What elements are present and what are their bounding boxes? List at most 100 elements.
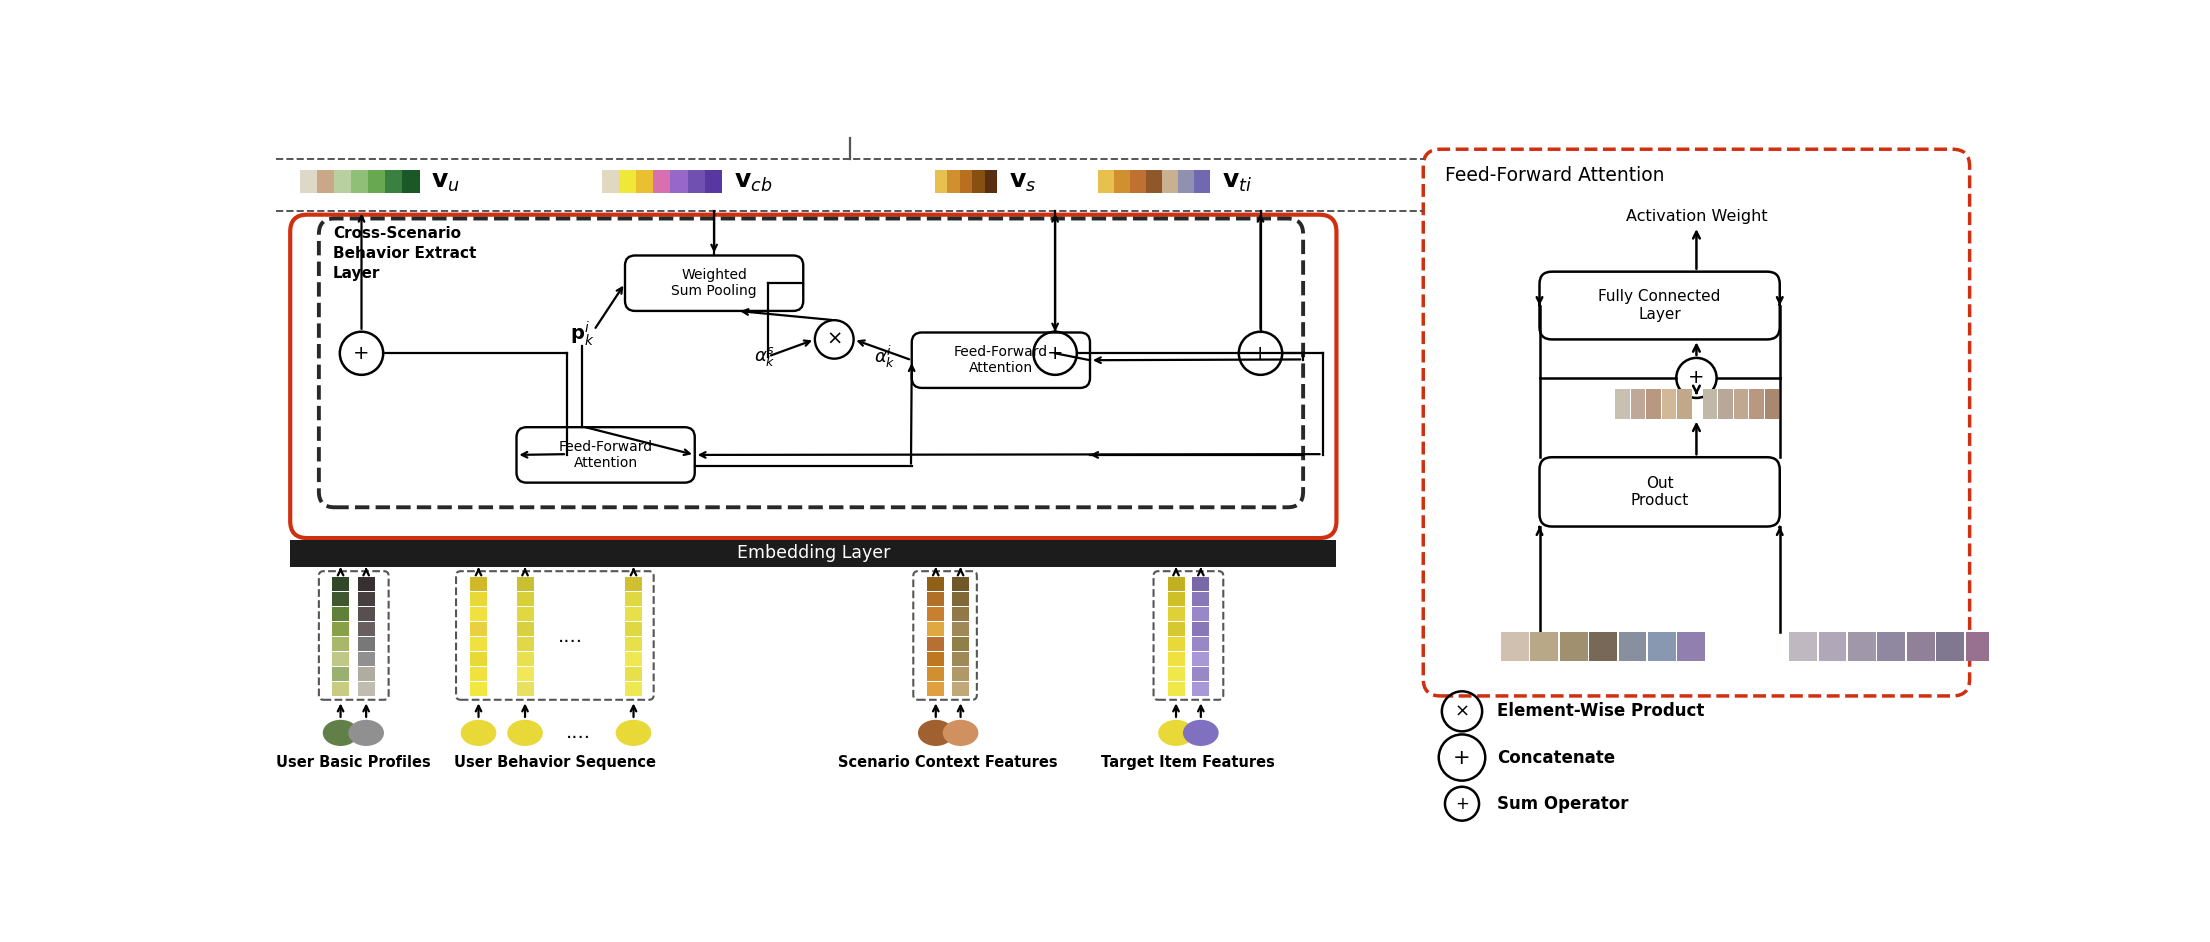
Bar — [1193, 170, 1211, 193]
Bar — [471, 577, 486, 592]
Bar — [1878, 632, 1905, 661]
Bar — [1618, 632, 1646, 661]
Bar — [471, 652, 486, 666]
Bar — [928, 577, 944, 592]
Bar — [1589, 632, 1618, 661]
Bar — [1193, 682, 1209, 696]
Bar — [1167, 682, 1185, 696]
Bar — [1819, 632, 1845, 661]
Bar — [1616, 389, 1629, 419]
Bar — [471, 637, 486, 651]
Ellipse shape — [944, 720, 979, 746]
Bar — [1649, 632, 1675, 661]
Bar — [358, 682, 376, 696]
Bar — [332, 593, 349, 607]
Bar — [471, 682, 486, 696]
Bar — [625, 608, 643, 622]
FancyBboxPatch shape — [1423, 149, 1969, 696]
FancyBboxPatch shape — [1540, 271, 1779, 339]
Bar — [471, 593, 486, 607]
Bar — [1114, 170, 1129, 193]
Bar — [670, 170, 687, 193]
FancyBboxPatch shape — [913, 333, 1090, 388]
Text: $\mathbf{p}_k^i$: $\mathbf{p}_k^i$ — [570, 319, 594, 349]
Bar — [351, 170, 369, 193]
Text: Feed-Forward
Attention: Feed-Forward Attention — [559, 440, 652, 470]
Text: $\alpha_k^i$: $\alpha_k^i$ — [873, 344, 895, 370]
Bar — [953, 652, 970, 666]
Bar — [358, 637, 376, 651]
Bar — [517, 652, 533, 666]
Text: +: + — [1688, 368, 1704, 387]
Bar — [1965, 632, 1993, 661]
Text: Weighted
Sum Pooling: Weighted Sum Pooling — [672, 268, 758, 299]
Text: +: + — [354, 344, 369, 363]
Text: ....: .... — [559, 626, 583, 646]
Bar — [332, 652, 349, 666]
Bar — [1529, 632, 1558, 661]
Text: Cross-Scenario
Behavior Extract
Layer: Cross-Scenario Behavior Extract Layer — [334, 226, 475, 281]
FancyBboxPatch shape — [290, 215, 1337, 538]
Text: Embedding Layer: Embedding Layer — [736, 544, 891, 562]
Ellipse shape — [323, 720, 358, 746]
Bar — [986, 170, 997, 193]
Bar — [1193, 667, 1209, 681]
Bar — [625, 682, 643, 696]
Bar — [1717, 389, 1733, 419]
Bar — [935, 170, 948, 193]
Bar — [1167, 637, 1185, 651]
Bar — [953, 577, 970, 592]
Bar — [953, 593, 970, 607]
Bar — [1193, 577, 1209, 592]
Bar — [358, 667, 376, 681]
Bar — [1098, 170, 1114, 193]
Bar — [953, 682, 970, 696]
Bar — [1646, 389, 1660, 419]
FancyBboxPatch shape — [1540, 457, 1779, 527]
Bar — [402, 170, 420, 193]
Bar — [358, 608, 376, 622]
Bar — [625, 652, 643, 666]
Bar — [948, 170, 959, 193]
Bar — [1193, 622, 1209, 636]
Text: ×: × — [827, 330, 842, 349]
Bar — [1677, 389, 1693, 419]
Bar — [928, 652, 944, 666]
Bar — [953, 608, 970, 622]
Bar — [1167, 608, 1185, 622]
Text: $\alpha_k^s$: $\alpha_k^s$ — [754, 346, 776, 368]
Text: ×: × — [1454, 703, 1470, 721]
Ellipse shape — [917, 720, 953, 746]
Bar — [1936, 632, 1965, 661]
Bar — [1193, 637, 1209, 651]
Bar — [928, 593, 944, 607]
Bar — [625, 593, 643, 607]
Text: Sum Operator: Sum Operator — [1496, 795, 1629, 813]
Bar — [625, 622, 643, 636]
Text: User Basic Profiles: User Basic Profiles — [276, 755, 431, 771]
Bar — [1662, 389, 1677, 419]
Bar — [928, 608, 944, 622]
Ellipse shape — [349, 720, 385, 746]
Ellipse shape — [508, 720, 544, 746]
Bar — [928, 622, 944, 636]
Bar — [517, 577, 533, 592]
Text: Scenario Context Features: Scenario Context Features — [838, 755, 1059, 771]
Bar — [1162, 170, 1178, 193]
Bar — [517, 593, 533, 607]
Bar — [625, 637, 643, 651]
Bar — [301, 170, 316, 193]
Ellipse shape — [1158, 720, 1193, 746]
Bar — [1193, 652, 1209, 666]
Bar — [928, 637, 944, 651]
Text: +: + — [1454, 795, 1470, 813]
Bar — [334, 170, 351, 193]
Bar — [1193, 593, 1209, 607]
Bar — [625, 577, 643, 592]
Bar — [1167, 622, 1185, 636]
Bar — [517, 637, 533, 651]
Bar — [1167, 652, 1185, 666]
Text: +: + — [1253, 344, 1269, 363]
Bar — [687, 170, 705, 193]
Bar — [471, 622, 486, 636]
